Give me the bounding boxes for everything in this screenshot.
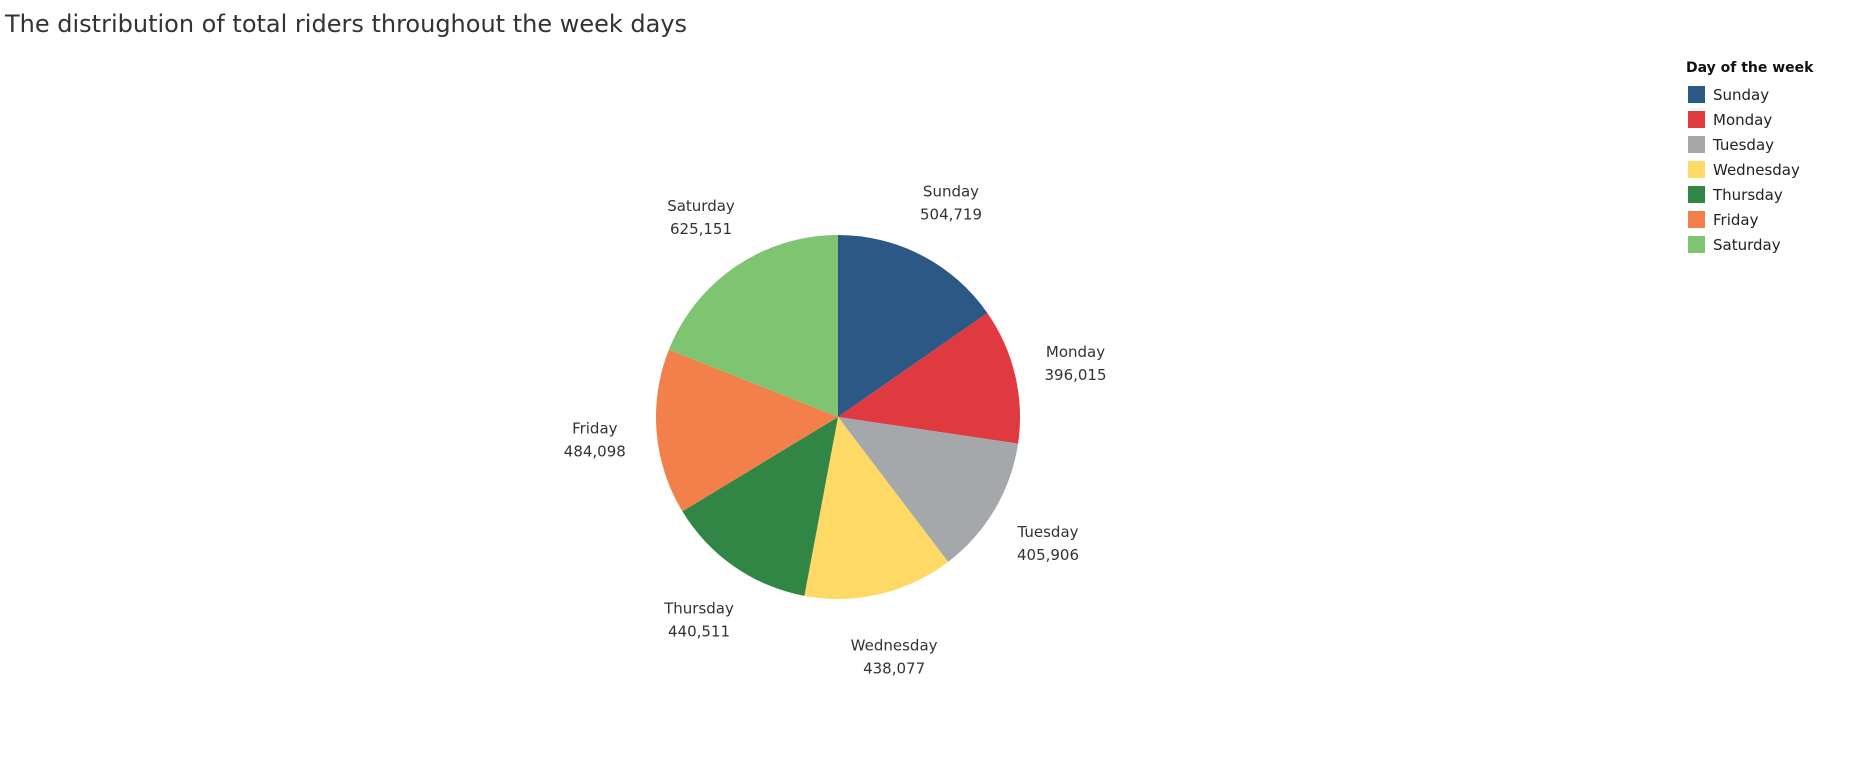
slice-value-saturday: 625,151 xyxy=(670,220,732,238)
legend-item-wednesday[interactable]: Wednesday xyxy=(1686,157,1813,182)
legend-swatch-sunday xyxy=(1688,86,1705,103)
legend-swatch-tuesday xyxy=(1688,136,1705,153)
slice-value-wednesday: 438,077 xyxy=(863,660,925,678)
legend-item-sunday[interactable]: Sunday xyxy=(1686,82,1813,107)
legend-label-thursday: Thursday xyxy=(1713,185,1783,204)
legend-swatch-thursday xyxy=(1688,186,1705,203)
pie-slice-tuesday[interactable] xyxy=(838,417,1019,562)
pie-slices xyxy=(655,235,1021,599)
legend-title: Day of the week xyxy=(1686,60,1814,76)
slice-value-friday: 484,098 xyxy=(564,442,626,460)
legend-label-tuesday: Tuesday xyxy=(1713,135,1775,154)
legend-items: Sunday Monday Tuesday Wednesday Thursday… xyxy=(1686,82,1813,257)
pie-slice-friday[interactable] xyxy=(655,349,838,512)
pie-slice-sunday[interactable] xyxy=(838,235,988,417)
legend-item-tuesday[interactable]: Tuesday xyxy=(1686,132,1813,157)
legend-item-friday[interactable]: Friday xyxy=(1686,207,1813,232)
legend-item-monday[interactable]: Monday xyxy=(1686,107,1813,132)
slice-label-tuesday: Tuesday xyxy=(1016,523,1078,541)
slice-label-friday: Friday xyxy=(572,419,618,437)
slice-value-thursday: 440,511 xyxy=(668,623,730,641)
pie-chart: Sunday 504,719 Monday 396,015 Tuesday 405,906… xyxy=(564,183,1107,678)
slice-label-sunday: Sunday xyxy=(923,183,979,201)
chart-title: The distribution of total riders through… xyxy=(5,10,688,38)
slice-value-monday: 396,015 xyxy=(1044,366,1106,384)
legend-label-friday: Friday xyxy=(1713,210,1759,229)
slice-label-saturday: Saturday xyxy=(667,197,735,215)
slice-label-thursday: Thursday xyxy=(663,600,734,618)
slice-label-monday: Monday xyxy=(1046,343,1105,361)
pie-slice-wednesday[interactable] xyxy=(804,417,949,599)
legend-label-monday: Monday xyxy=(1713,110,1773,129)
legend-item-saturday[interactable]: Saturday xyxy=(1686,232,1813,257)
pie-slice-monday[interactable] xyxy=(838,313,1021,444)
legend-swatch-friday xyxy=(1688,211,1705,228)
legend-swatch-monday xyxy=(1688,111,1705,128)
pie-labels: Sunday 504,719 Monday 396,015 Tuesday 405,906… xyxy=(564,183,1107,678)
legend-label-saturday: Saturday xyxy=(1713,235,1781,254)
pie-slice-thursday[interactable] xyxy=(682,417,838,596)
legend-label-wednesday: Wednesday xyxy=(1713,160,1800,179)
legend-swatch-wednesday xyxy=(1688,161,1705,178)
legend-item-thursday[interactable]: Thursday xyxy=(1686,182,1813,207)
legend-swatch-saturday xyxy=(1688,236,1705,253)
slice-value-sunday: 504,719 xyxy=(920,206,982,224)
pie-slice-saturday[interactable] xyxy=(668,235,838,417)
slice-value-tuesday: 405,906 xyxy=(1017,546,1079,564)
legend-label-sunday: Sunday xyxy=(1713,85,1770,104)
legend: Day of the week Sunday Monday Tuesday We… xyxy=(1686,60,1813,257)
slice-label-wednesday: Wednesday xyxy=(851,637,938,655)
